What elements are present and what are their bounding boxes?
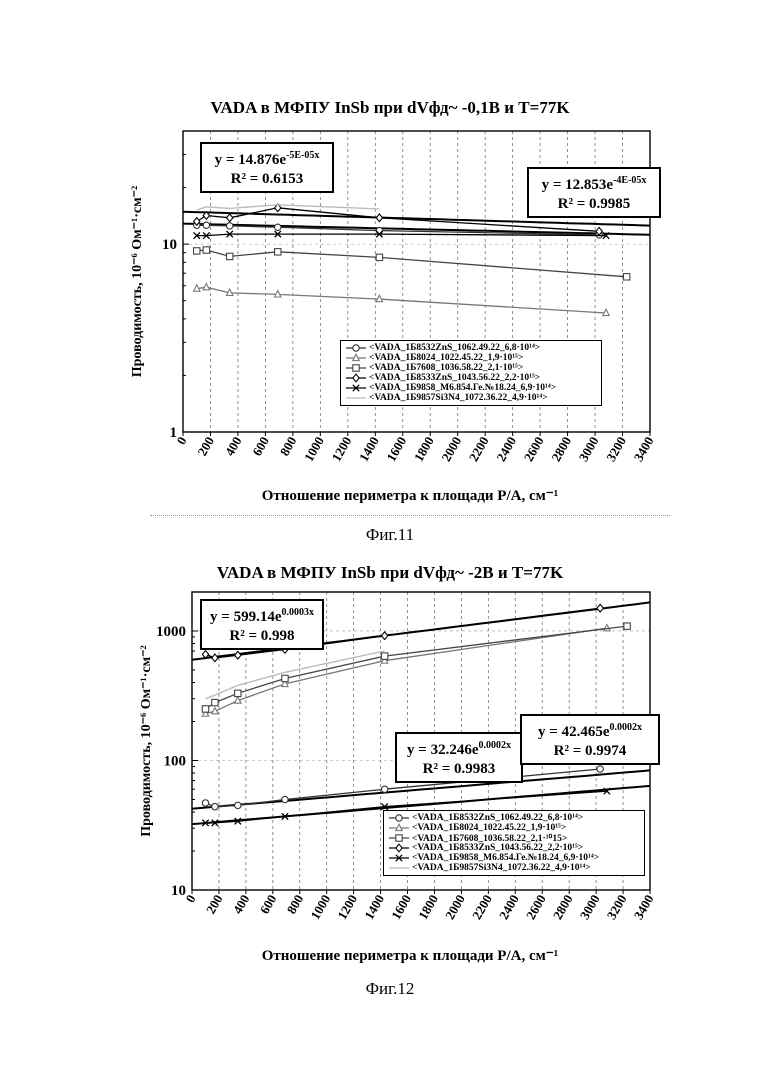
- x-tick-label: 200: [203, 892, 226, 916]
- data-point: [597, 766, 603, 772]
- legend-item: <VADA_1Б7608_1036.58.22_2,1·¹⁰15>: [389, 833, 639, 843]
- legend-swatch: [389, 823, 409, 833]
- chart-2-equation-1: y = 599.14e0.0003x R² = 0.998: [200, 599, 324, 650]
- data-point: [381, 786, 387, 792]
- data-point: [381, 653, 387, 659]
- legend-swatch: [389, 843, 409, 853]
- legend-item: <VADA_1Б8024_1022.45.22_1,9·10¹⁵>: [389, 823, 639, 833]
- chart-2-legend: <VADA_1Б8532ZnS_1062.49.22_6,8·10¹⁴><VAD…: [383, 810, 645, 876]
- x-tick-label: 1000: [307, 892, 333, 922]
- equation-text: y = 32.246e: [407, 742, 478, 758]
- data-point: [604, 624, 610, 630]
- x-tick-label: 0: [182, 892, 198, 905]
- legend-label: <VADA_1Б9858_M6.854.Ге.№18.24_6,9·10¹⁴>: [412, 853, 599, 863]
- legend-swatch: [389, 853, 409, 863]
- legend-label: <VADA_1Б9857Si3N4_1072.36.22_4,9·10¹⁴>: [412, 863, 591, 873]
- legend-swatch: [389, 813, 409, 823]
- figure-11-caption: Фиг.11: [0, 525, 780, 545]
- data-point: [624, 623, 630, 629]
- legend-item: <VADA_1Б8533ZnS_1043.56.22_2,2·10¹⁵>: [389, 843, 639, 853]
- legend-swatch: [389, 833, 409, 843]
- equation-text: y = 42.465e: [538, 724, 609, 740]
- x-tick-label: 1400: [361, 892, 387, 922]
- figure-12-caption: Фиг.12: [0, 979, 780, 999]
- equation-exponent: 0.0002x: [478, 740, 511, 751]
- x-tick-label: 1600: [388, 892, 414, 922]
- x-tick-label: 3000: [577, 892, 603, 922]
- legend-marker: [396, 844, 402, 852]
- data-point: [202, 800, 208, 806]
- series-line-6: [206, 651, 385, 699]
- data-point: [381, 632, 387, 640]
- y-tick-label: 100: [164, 753, 187, 769]
- x-tick-label: 2400: [496, 892, 522, 922]
- y-tick-label: 1000: [156, 624, 186, 640]
- legend-label: <VADA_1Б8532ZnS_1062.49.22_6,8·10¹⁴>: [412, 813, 583, 823]
- equation-text: y = 599.14e: [210, 609, 281, 625]
- data-point: [235, 802, 241, 808]
- chart-1-separator: [150, 515, 670, 516]
- x-tick-label: 1800: [415, 892, 441, 922]
- y-axis-label: Проводимость, 10⁻⁶ Ом⁻¹·см⁻²: [139, 645, 154, 837]
- legend-label: <VADA_1Б7608_1036.58.22_2,1·¹⁰15>: [412, 833, 567, 844]
- legend-item: <VADA_1Б8532ZnS_1062.49.22_6,8·10¹⁴>: [389, 813, 639, 823]
- equation-r2: R² = 0.998: [208, 627, 316, 646]
- equation-exponent: 0.0002x: [609, 722, 642, 733]
- x-tick-label: 2800: [550, 892, 576, 922]
- equation-exponent: 0.0003x: [281, 607, 314, 618]
- legend-label: <VADA_1Б8533ZnS_1043.56.22_2,2·10¹⁵>: [412, 843, 583, 853]
- data-point: [282, 796, 288, 802]
- equation-r2: R² = 0.9974: [528, 742, 652, 761]
- data-point: [235, 651, 241, 659]
- x-tick-label: 2600: [523, 892, 549, 922]
- legend-marker: [396, 815, 402, 821]
- chart-2-equation-3: y = 42.465e0.0002x R² = 0.9974: [520, 714, 660, 765]
- chart-2-x-axis-label: Отношение периметра к площади P/A, см⁻¹: [150, 946, 670, 965]
- data-point: [212, 654, 218, 662]
- x-tick-label: 400: [230, 892, 253, 916]
- x-tick-label: 2000: [442, 892, 468, 922]
- x-tick-label: 600: [257, 892, 280, 916]
- x-tick-label: 2200: [469, 892, 495, 922]
- x-tick-label: 800: [284, 892, 307, 916]
- legend-swatch: [389, 863, 409, 873]
- data-point: [202, 706, 208, 712]
- legend-item: <VADA_1Б9858_M6.854.Ге.№18.24_6,9·10¹⁴>: [389, 853, 639, 863]
- x-tick-label: 3400: [631, 892, 657, 922]
- chart-2-title: VADA в МФПУ InSb при dVфд~ -2В и T=77K: [0, 563, 780, 583]
- chart-2-plot: 1010010000200400600800100012001400160018…: [0, 0, 780, 500]
- data-point: [282, 675, 288, 681]
- data-point: [597, 604, 603, 612]
- data-point: [212, 699, 218, 705]
- legend-marker: [396, 835, 402, 841]
- data-point: [212, 803, 218, 809]
- legend-label: <VADA_1Б8024_1022.45.22_1,9·10¹⁵>: [412, 823, 566, 833]
- chart-2-equation-2: y = 32.246e0.0002x R² = 0.9983: [395, 732, 523, 783]
- legend-item: <VADA_1Б9857Si3N4_1072.36.22_4,9·10¹⁴>: [389, 863, 639, 873]
- x-tick-label: 1200: [334, 892, 360, 922]
- equation-r2: R² = 0.9983: [403, 760, 515, 779]
- x-tick-label: 3200: [604, 892, 630, 922]
- data-point: [235, 690, 241, 696]
